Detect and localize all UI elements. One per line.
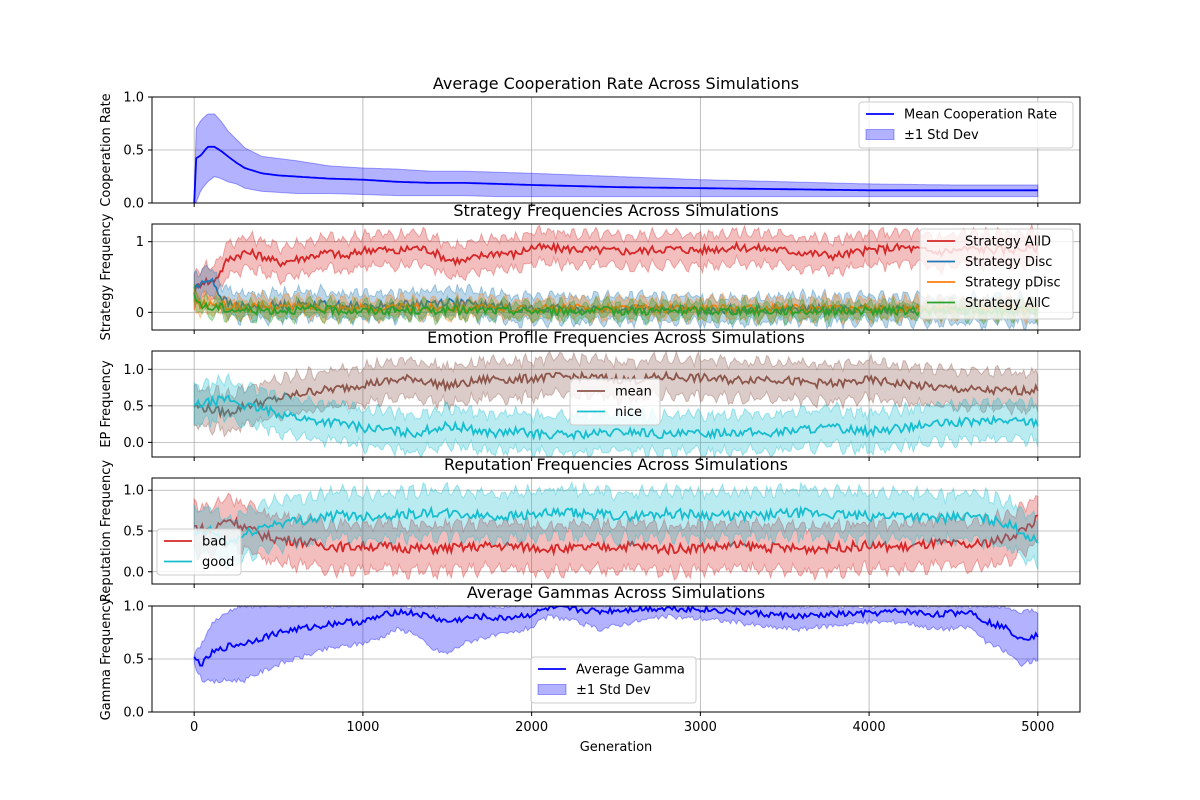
legend-swatch [537, 684, 567, 695]
y-axis-label: Cooperation Rate [99, 93, 114, 206]
x-tick-label: 4000 [853, 720, 886, 735]
plot-area [193, 224, 1039, 330]
y-tick-label: 0.0 [123, 197, 144, 212]
y-axis-label: EP Frequency [99, 360, 114, 448]
legend: mean nice [569, 378, 661, 426]
line-nice [194, 394, 1039, 442]
y-tick-label: 0.0 [123, 565, 144, 580]
y-tick-label: 0.5 [123, 525, 144, 540]
legend-box [858, 101, 1074, 149]
plot-area [193, 113, 1039, 203]
legend-label: Strategy Disc [965, 255, 1052, 270]
legend-label: Strategy AllC [965, 296, 1050, 311]
legend: Strategy AllD Strategy Disc Strategy pDisc… [919, 228, 1074, 320]
x-tick-label: 0 [190, 720, 198, 735]
subplot-title: Average Gammas Across Simulations [467, 583, 765, 602]
subplot-title: Emotion Profile Frequencies Across Simul… [427, 328, 805, 347]
axes-frame [151, 223, 1081, 331]
subplot-title: Reputation Frequencies Across Simulation… [444, 455, 788, 474]
y-tick-label: 0.5 [123, 653, 144, 668]
legend-label: ±1 Std Dev [576, 683, 651, 698]
legend-label: Mean Cooperation Rate [904, 108, 1057, 123]
y-tick-label: 1.0 [123, 363, 144, 378]
legend-label: ±1 Std Dev [904, 128, 979, 143]
y-tick-label: 0 [136, 306, 144, 321]
x-tick-label: 1000 [346, 720, 379, 735]
legend-box [919, 228, 1074, 320]
legend: Mean Cooperation Rate ±1 Std Dev [858, 101, 1074, 149]
line-average-gamma [193, 606, 1039, 667]
y-tick-label: 0.5 [123, 144, 144, 159]
y-tick-label: 1.0 [123, 600, 144, 615]
legend-label: Strategy AllD [965, 235, 1051, 250]
band-good [193, 480, 1039, 571]
legend: Average Gamma ±1 Std Dev [530, 656, 697, 704]
legend: bad good [156, 528, 242, 576]
subplot-5: 0 1000 2000 3000 4000 5000 0.0 0.5 1.0 Average Ga… [99, 583, 1081, 735]
line-strategy-allc [193, 294, 1039, 319]
line-good [193, 505, 1039, 546]
legend-label: Average Gamma [576, 663, 685, 678]
line-mean [193, 370, 1039, 420]
axes-frame [151, 350, 1081, 458]
legend-label: Strategy pDisc [965, 276, 1061, 291]
y-axis-label: Strategy Frequency [99, 213, 114, 340]
plot-area [193, 480, 1039, 582]
y-axis-label: Gamma Frequency [99, 597, 114, 720]
y-tick-label: 1.0 [123, 484, 144, 499]
legend-label: good [202, 555, 234, 570]
legend-swatch [865, 129, 895, 140]
subplot-4: 0.0 0.5 1.0 Reputation Frequencies Across S… [99, 455, 1081, 603]
band-bad [193, 492, 1039, 582]
subplot-2: 0 1 Strategy Frequencies Across Simulation… [99, 201, 1081, 341]
y-axis-label: Reputation Frequency [99, 460, 114, 603]
y-tick-label: 0.0 [123, 706, 144, 721]
y-tick-label: 0.0 [123, 436, 144, 451]
line-mean-cooperation-rate [193, 145, 1038, 203]
subplot-1: 0.0 0.5 1.0 Average Cooperation Rate Across… [99, 74, 1081, 212]
subplot-3: 0.0 0.5 1.0 Emotion Profile Frequencies Acr… [99, 328, 1081, 461]
y-tick-label: 1.0 [123, 91, 144, 106]
y-tick-label: 0.5 [123, 399, 144, 414]
x-tick-label: 5000 [1021, 720, 1054, 735]
legend-label: nice [615, 405, 642, 420]
line-bad [194, 514, 1039, 557]
subplot-title: Average Cooperation Rate Across Simulati… [433, 74, 799, 93]
x-tick-label: 3000 [684, 720, 717, 735]
y-tick-label: 1 [136, 235, 144, 250]
line-strategy-alld [193, 240, 1039, 295]
legend-box [530, 656, 697, 704]
x-tick-label: 2000 [515, 720, 548, 735]
subplot-title: Strategy Frequencies Across Simulations [453, 201, 778, 220]
legend-label: mean [615, 385, 652, 400]
legend-label: bad [202, 535, 226, 550]
x-axis-label: Generation [580, 740, 653, 755]
